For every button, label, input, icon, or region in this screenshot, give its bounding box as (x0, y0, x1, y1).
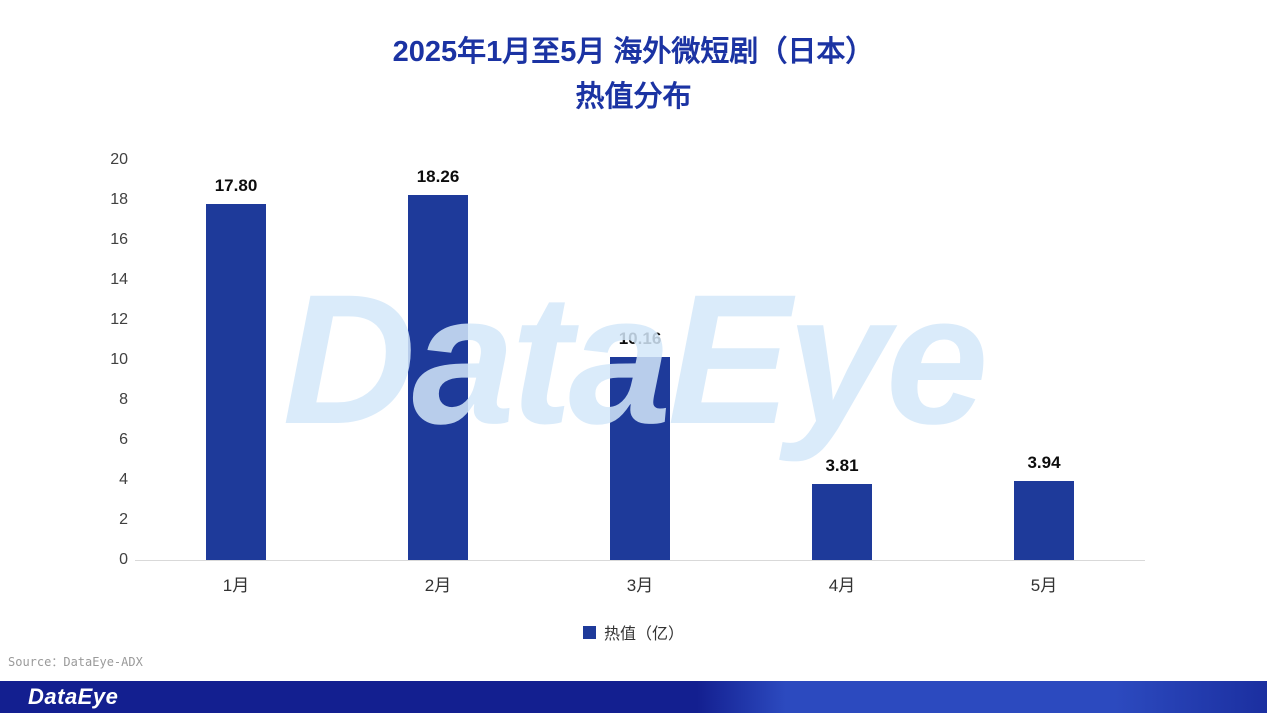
legend: 热值（亿） (0, 620, 1267, 644)
y-tick-label: 14 (110, 271, 128, 288)
bar-value-label: 3.94 (1027, 453, 1061, 473)
bar-3月 (610, 356, 670, 560)
plot-area: 17.80 1月 18.26 2月 10.16 3月 3.81 4月 3.94 5月 (135, 160, 1145, 595)
y-tick-label: 10 (110, 351, 128, 368)
y-tick-label: 6 (119, 431, 128, 448)
legend-swatch-icon (582, 625, 596, 639)
y-tick-label: 16 (110, 231, 128, 248)
bar-5月 (1014, 481, 1074, 560)
source-note: Source：DataEye-ADX (8, 655, 143, 669)
y-tick-label: 4 (119, 471, 128, 488)
bar-2月 (408, 194, 468, 560)
x-axis-label: 3月 (626, 576, 654, 595)
footer-bar: DataEye (0, 681, 1267, 713)
bar-value-label: 17.80 (214, 176, 258, 195)
chart-title: 2025年1月至5月 海外微短剧（日本） 热值分布 (0, 30, 1267, 120)
chart-title-line2: 热值分布 (575, 80, 692, 113)
bar-value-label: 18.26 (416, 166, 460, 186)
y-tick-label: 18 (110, 191, 128, 208)
dataeye-logo: DataEye (28, 684, 119, 709)
bar-column: 10.16 3月 (539, 160, 741, 595)
y-tick-label: 8 (119, 391, 128, 408)
y-tick-label: 20 (110, 151, 128, 168)
bar-column: 17.80 1月 (135, 160, 337, 595)
bar-column: 3.94 5月 (943, 160, 1145, 595)
legend-label: 热值（亿） (603, 626, 684, 643)
x-axis-label: 4月 (828, 576, 856, 595)
bar-4月 (812, 483, 872, 560)
bar-value-label: 3.81 (825, 455, 859, 475)
y-axis: 0 2 4 6 8 10 12 14 16 18 20 (84, 152, 128, 568)
bar-1月 (206, 204, 266, 560)
y-tick-label: 0 (119, 551, 128, 568)
bar-column: 3.81 4月 (741, 160, 943, 595)
x-axis-label: 1月 (222, 576, 250, 595)
x-axis-label: 2月 (424, 576, 452, 595)
bar-value-label: 10.16 (618, 328, 662, 348)
x-axis-label: 5月 (1030, 576, 1058, 595)
bar-column: 18.26 2月 (337, 160, 539, 595)
y-tick-label: 12 (110, 311, 128, 328)
y-tick-label: 2 (119, 511, 128, 528)
chart-title-line1: 2025年1月至5月 海外微短剧（日本） (392, 36, 875, 68)
